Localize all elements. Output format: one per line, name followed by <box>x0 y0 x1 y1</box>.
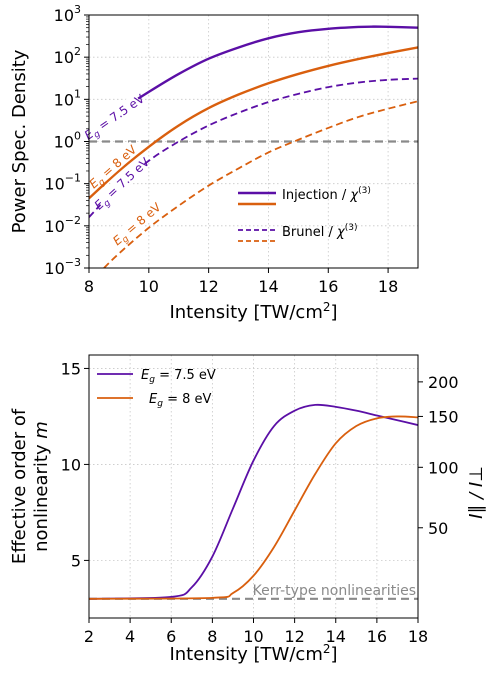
bottom-y-tick-label: 10 <box>61 455 81 474</box>
top-x-tick-label: 10 <box>139 277 159 296</box>
top-x-tick-label: 14 <box>258 277 278 296</box>
bottom-x-tick-label: 18 <box>408 627 428 646</box>
bottom-chart-right-ticks: 50 100 150 200 <box>418 373 459 538</box>
brunel-7p5ev-line <box>89 77 418 218</box>
bottom-chart-y-axis-label: Effective order of nonlinearity m <box>9 408 52 564</box>
svg-text:nonlinearity m: nonlinearity m <box>31 421 52 552</box>
label-8ev-brunel: Eg = 8 eV <box>110 200 166 251</box>
curve-label-backdrop <box>94 157 148 209</box>
order-7p5ev-line <box>89 403 418 600</box>
top-y-tick-label: 10−1 <box>44 172 81 194</box>
top-y-tick-label: 10−3 <box>44 256 81 278</box>
injection-7p5ev-line <box>89 25 418 134</box>
top-y-tick-label: 103 <box>54 3 81 25</box>
right-y-tick-label: 100 <box>428 458 459 477</box>
bottom-chart-series <box>89 403 418 600</box>
top-y-tick-label: 102 <box>54 45 81 67</box>
top-chart-y-axis-label: Power Spec. Density <box>9 49 30 233</box>
top-x-tick-label: 8 <box>84 277 94 296</box>
bottom-x-tick-label: 8 <box>207 627 217 646</box>
bottom-chart-legend: Eg = 7.5 eV Eg = 8 eV <box>97 368 216 409</box>
legend-text-2: Brunel / χ(3) <box>282 223 357 240</box>
top-chart-x-ticks: 8 10 12 14 16 18 <box>84 268 398 296</box>
bottom-x-tick-label: 14 <box>326 627 346 646</box>
curve-label-backdrop <box>85 93 143 140</box>
bottom-chart-x-ticks: 2 4 6 8 10 12 14 16 18 <box>84 618 428 646</box>
top-y-tick-label: 10−2 <box>44 214 81 236</box>
kerr-label: Kerr-type nonlinearities <box>253 583 416 599</box>
bottom-x-tick-label: 2 <box>84 627 94 646</box>
top-chart-series <box>89 25 418 268</box>
top-y-tick-label: 100 <box>54 130 81 152</box>
svg-text:Effective order of: Effective order of <box>9 408 30 564</box>
bottom-x-tick-label: 6 <box>166 627 176 646</box>
bottom-chart-x-axis-label: Intensity [TW/cm2] <box>169 642 337 665</box>
bottom-x-tick-label: 10 <box>243 627 263 646</box>
bottom-x-tick-label: 12 <box>284 627 304 646</box>
legend-text-order-7p5ev-line: Eg = 7.5 eV <box>141 368 216 385</box>
top-x-tick-label: 16 <box>318 277 338 296</box>
bottom-chart-right-axis-label: I∥ / I⊥ <box>466 466 487 519</box>
injection-8ev-line <box>89 46 418 200</box>
brunel-8ev-line <box>103 100 418 268</box>
right-y-tick-label: 50 <box>428 519 448 538</box>
top-x-tick-label: 12 <box>198 277 218 296</box>
top-chart-x-axis-label: Intensity [TW/cm2] <box>169 300 337 323</box>
label-7p5ev-injection: Eg = 7.5 eV <box>82 91 149 145</box>
order-8ev-line <box>89 415 418 600</box>
top-x-tick-label: 18 <box>378 277 398 296</box>
bottom-chart-frame <box>88 354 419 619</box>
bottom-y-tick-label: 15 <box>61 359 81 378</box>
curve-label-backdrop <box>85 141 140 192</box>
bottom-y-tick-label: 5 <box>71 551 81 570</box>
bottom-chart-grid <box>88 355 419 618</box>
top-chart-legend: Injection / χ(3) Brunel / χ(3) <box>238 186 371 242</box>
curve-label-backdrop <box>108 198 164 248</box>
top-chart-y-ticks: 10−3 10−2 10−1 100 101 102 103 <box>44 3 89 278</box>
right-y-tick-label: 200 <box>428 373 459 392</box>
legend-text-0: Injection / χ(3) <box>282 186 371 203</box>
bottom-x-tick-label: 16 <box>367 627 387 646</box>
bottom-chart-y-ticks: 5 10 15 <box>61 359 89 570</box>
top-chart-grid <box>88 15 418 268</box>
right-y-tick-label: 150 <box>428 407 459 426</box>
top-y-tick-label: 101 <box>54 87 81 109</box>
legend-text-order-8ev-line: Eg = 8 eV <box>149 392 211 409</box>
bottom-x-tick-label: 4 <box>125 627 135 646</box>
